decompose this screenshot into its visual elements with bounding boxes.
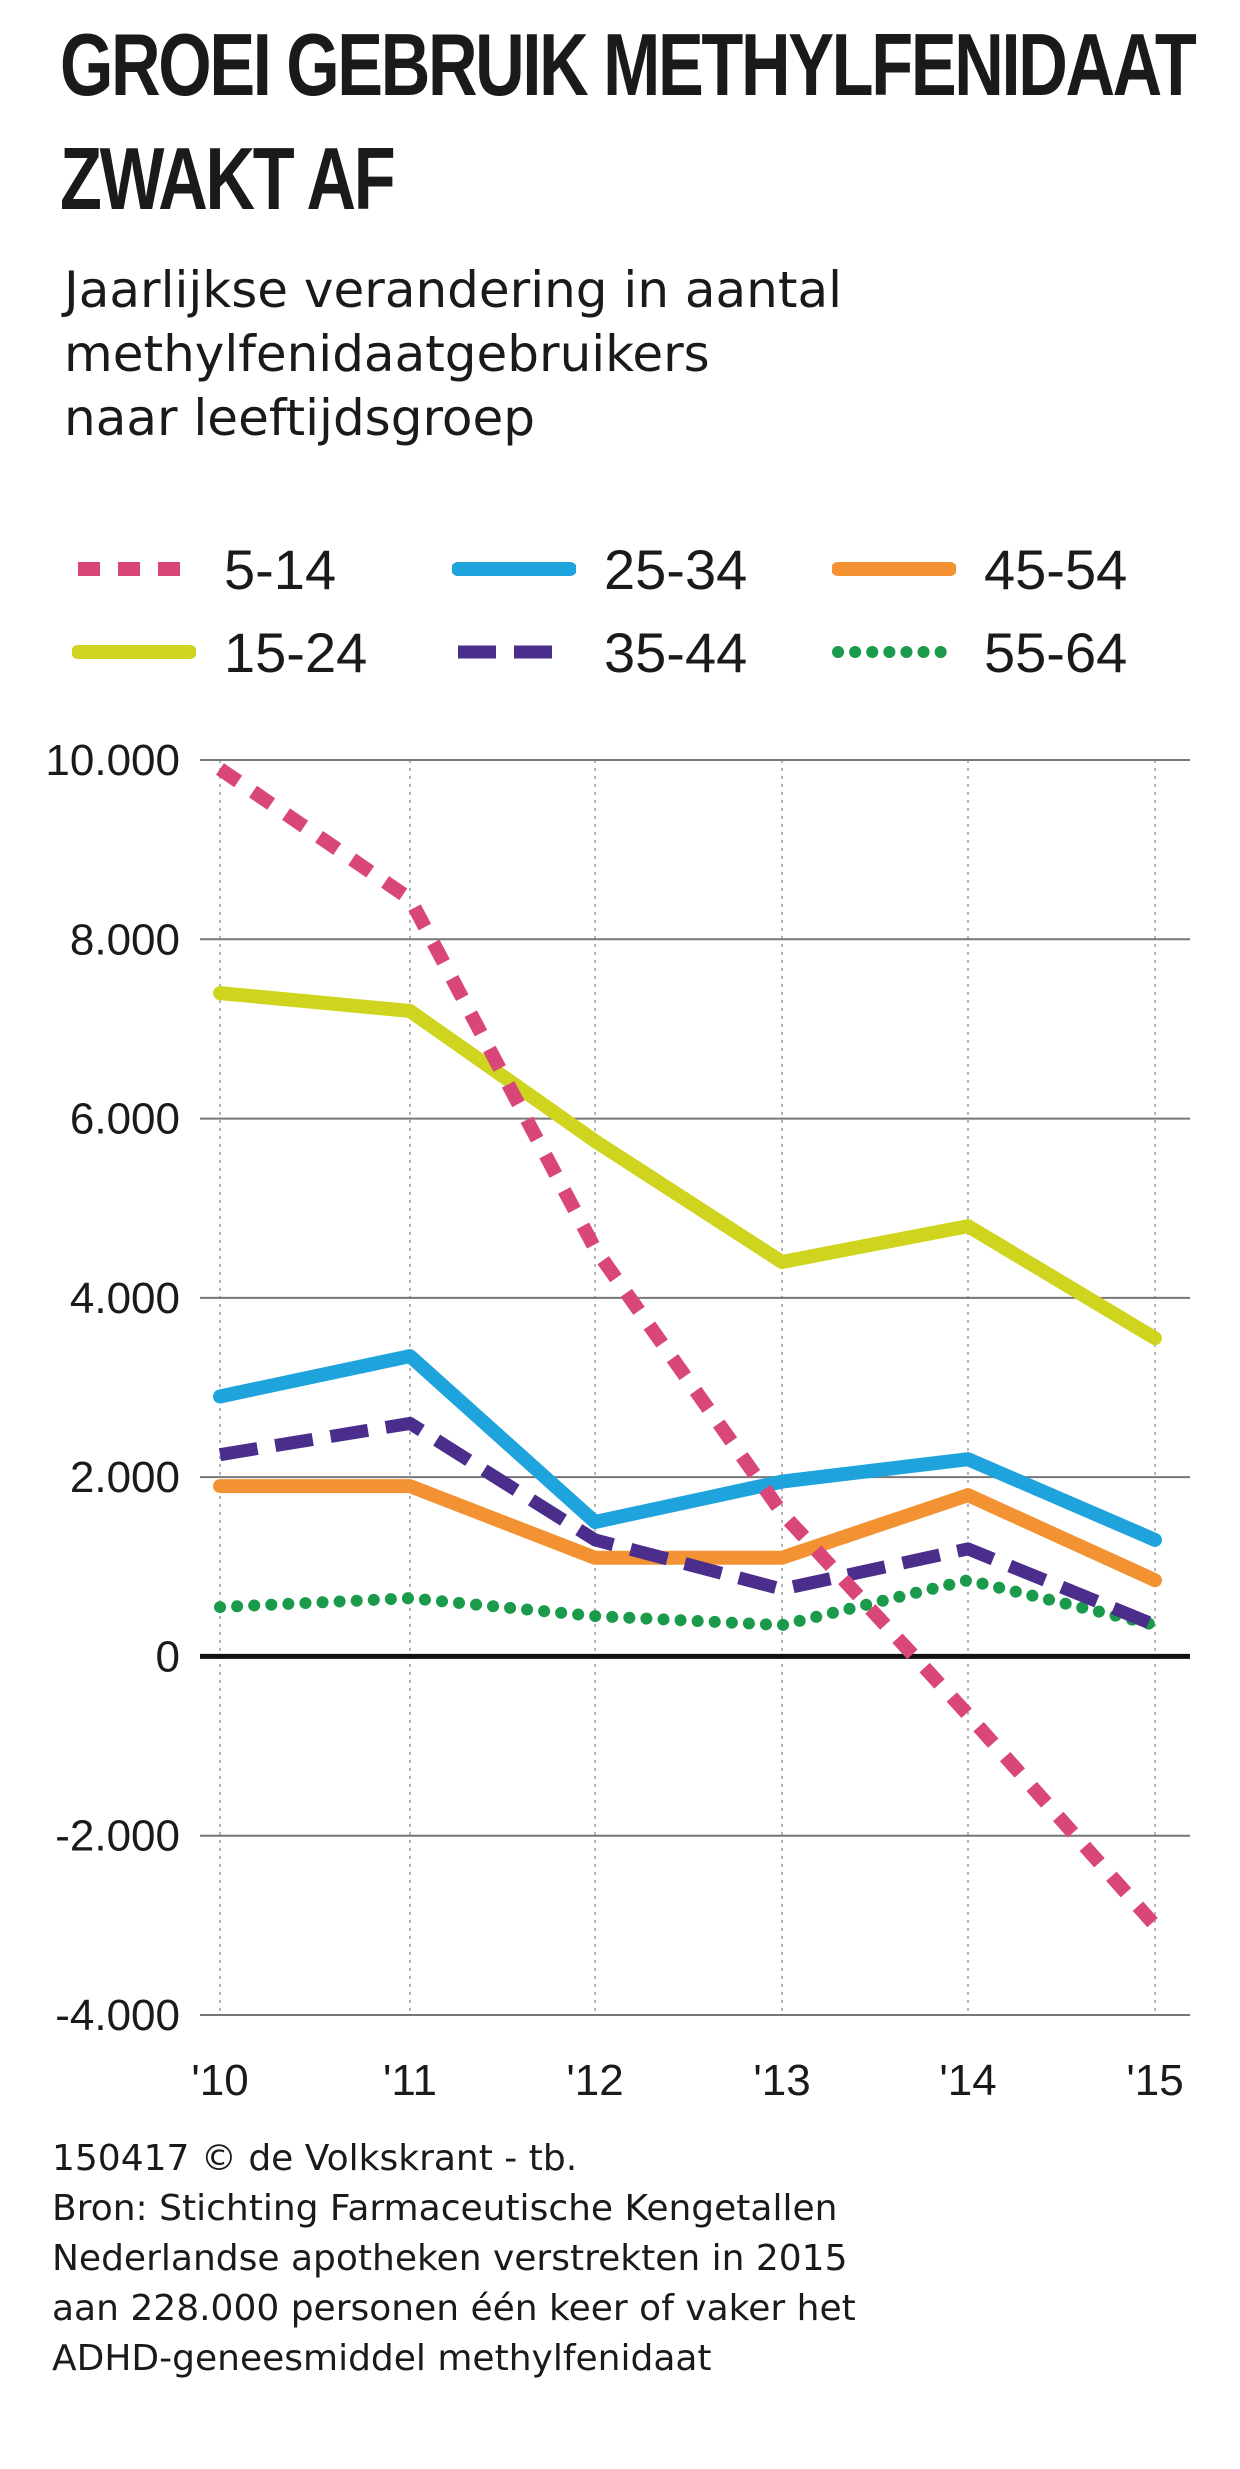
y-tick-label: -4.000 bbox=[55, 1991, 180, 2040]
legend-label-25-34: 25-34 bbox=[604, 537, 748, 601]
legend-item-15-24: 15-24 bbox=[72, 617, 367, 687]
x-tick-label: '11 bbox=[383, 2056, 437, 2105]
legend-item-5-14: 5-14 bbox=[72, 534, 336, 604]
x-tick-label: '15 bbox=[1126, 2056, 1183, 2105]
footer-note-line-3: ADHD-geneesmiddel methylfenidaat bbox=[52, 2338, 712, 2379]
legend-item-25-34: 25-34 bbox=[452, 534, 747, 604]
series-line-55-64 bbox=[214, 1574, 1161, 1632]
series-line-45-54 bbox=[213, 1479, 1162, 1588]
series-line-25-34 bbox=[213, 1349, 1162, 1547]
legend-swatch-45-54 bbox=[832, 562, 956, 576]
footer-note-line-1: Nederlandse apotheken verstrekten in 201… bbox=[52, 2238, 848, 2279]
footer-credit: 150417 © de Volkskrant - tb. bbox=[52, 2138, 578, 2179]
grid bbox=[200, 759, 1190, 2016]
legend-label-55-64: 55-64 bbox=[984, 620, 1128, 684]
series-lines bbox=[213, 763, 1162, 1931]
y-tick-label: 0 bbox=[156, 1632, 180, 1681]
chart-subtitle-line-3: naar leeftijdsgroep bbox=[64, 389, 536, 447]
chart-title-line-1: GROEI GEBRUIK METHYLFENIDAAT bbox=[60, 15, 1197, 114]
series-line-35-44 bbox=[218, 1416, 1158, 1632]
legend-swatch-5-14 bbox=[78, 562, 190, 576]
chart-title: GROEI GEBRUIK METHYLFENIDAAT ZWAKT AF bbox=[60, 8, 1197, 236]
series-line-15-24 bbox=[213, 986, 1162, 1346]
footer-source: Bron: Stichting Farmaceutische Kengetall… bbox=[52, 2188, 838, 2229]
legend-label-45-54: 45-54 bbox=[984, 537, 1128, 601]
legend-swatch-55-64 bbox=[832, 646, 956, 658]
legend-swatch-35-44 bbox=[458, 645, 570, 659]
x-axis-ticks: '10 '11 '12 '13 '14 '15 bbox=[191, 2056, 1183, 2105]
x-tick-label: '10 bbox=[191, 2056, 248, 2105]
legend-swatch-25-34 bbox=[452, 562, 576, 576]
y-tick-label: 2.000 bbox=[70, 1453, 180, 1502]
legend-label-5-14: 5-14 bbox=[224, 537, 337, 601]
legend-label-15-24: 15-24 bbox=[224, 620, 368, 684]
footer-note-line-2: aan 228.000 personen één keer of vaker h… bbox=[52, 2288, 856, 2329]
chart-subtitle: Jaarlijkse verandering in aantal methylf… bbox=[64, 258, 1204, 450]
y-axis-ticks: 10.000 8.000 6.000 4.000 2.000 0 -2.000 -4.000 bbox=[45, 736, 180, 2040]
chart-footer: 150417 © de Volkskrant - tb. Bron: Stich… bbox=[52, 2134, 1222, 2384]
legend-item-45-54: 45-54 bbox=[832, 534, 1127, 604]
legend-item-35-44: 35-44 bbox=[452, 617, 747, 687]
x-tick-label: '14 bbox=[939, 2056, 996, 2105]
legend-swatch-15-24 bbox=[72, 645, 196, 659]
y-tick-label: 10.000 bbox=[45, 736, 180, 785]
legend-item-55-64: 55-64 bbox=[832, 617, 1127, 687]
y-tick-label: 4.000 bbox=[70, 1274, 180, 1323]
series-line-5-14 bbox=[216, 763, 1161, 1931]
chart-title-line-2: ZWAKT AF bbox=[60, 129, 396, 228]
x-tick-label: '12 bbox=[566, 2056, 623, 2105]
y-tick-label: 6.000 bbox=[70, 1095, 180, 1144]
chart-subtitle-line-1: Jaarlijkse verandering in aantal bbox=[64, 261, 843, 319]
y-tick-label: 8.000 bbox=[70, 915, 180, 964]
legend-label-35-44: 35-44 bbox=[604, 620, 748, 684]
chart-subtitle-line-2: methylfenidaatgebruikers bbox=[64, 325, 710, 383]
x-tick-label: '13 bbox=[753, 2056, 810, 2105]
y-tick-label: -2.000 bbox=[55, 1812, 180, 1861]
line-chart: 10.0008.0006.0004.0002.0000-2.000-4.000 … bbox=[45, 736, 1190, 2105]
